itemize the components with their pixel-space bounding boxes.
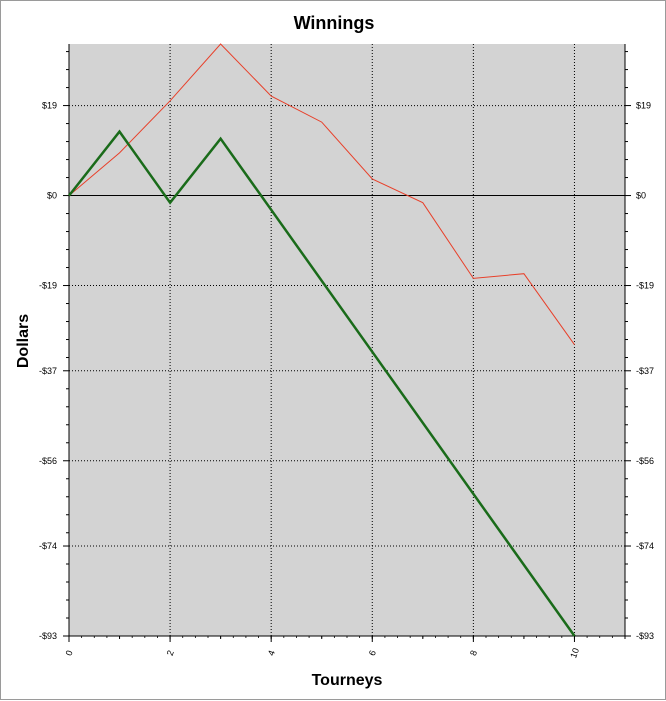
tick-labels: $19 $19 $0 $0 -$19 -$19 -$37 -$37 -$56 -$56 -$74 -$… <box>39 101 654 660</box>
x-tick-label: 2 <box>165 649 176 657</box>
series-lines <box>68 43 576 637</box>
y-tick-label-left: -$37 <box>39 366 57 376</box>
grid-lines <box>69 44 625 637</box>
y-tick-label-right: $19 <box>636 101 651 111</box>
y-tick-label-right: -$74 <box>636 541 654 551</box>
x-tick-label: 4 <box>266 649 277 657</box>
x-tick-label: 6 <box>367 649 378 657</box>
y-tick-label-left: -$74 <box>39 541 57 551</box>
y-tick-label-left: $0 <box>47 191 57 201</box>
x-tick-label: 10 <box>568 647 581 660</box>
y-tick-label-left: $19 <box>42 101 57 111</box>
axes <box>63 44 631 642</box>
x-axis-label: Tourneys <box>312 672 383 689</box>
chart-title: Winnings <box>294 13 375 33</box>
y-tick-label-right: -$56 <box>636 456 654 466</box>
y-tick-label-right: $0 <box>636 191 646 201</box>
plot-area <box>69 44 625 636</box>
y-tick-label-left: -$19 <box>39 281 57 291</box>
y-tick-label-left: -$93 <box>39 631 57 641</box>
green-series-line <box>68 129 576 637</box>
x-tick-label: 0 <box>64 649 75 657</box>
y-tick-label-right: -$37 <box>636 366 654 376</box>
y-tick-label-right: -$19 <box>636 281 654 291</box>
y-tick-label-left: -$56 <box>39 456 57 466</box>
red-series-line <box>68 43 575 345</box>
y-axis-label: Dollars <box>15 314 32 368</box>
x-tick-label: 8 <box>468 649 479 657</box>
y-tick-label-right: -$93 <box>636 631 654 641</box>
